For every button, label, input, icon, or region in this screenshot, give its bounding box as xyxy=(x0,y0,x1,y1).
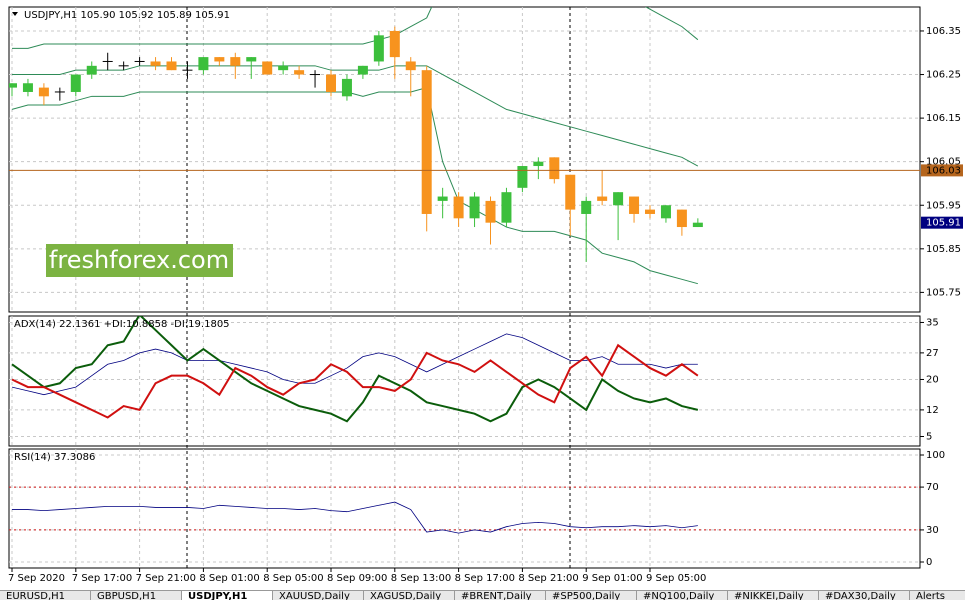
x-tick-label: 7 Sep 2020 xyxy=(8,573,65,584)
candle-body xyxy=(230,57,241,66)
x-tick-label: 8 Sep 01:00 xyxy=(199,573,259,584)
chart-title: USDJPY,H1 105.90 105.92 105.89 105.91 xyxy=(24,10,230,21)
chart-tab[interactable]: GBPUSD,H1 xyxy=(91,591,182,600)
y-tick-label: 106.05 xyxy=(926,157,961,168)
y-tick-label: 12 xyxy=(926,405,939,416)
indicator-line xyxy=(11,333,698,396)
panel-frame xyxy=(8,315,921,447)
candle-body xyxy=(198,57,209,71)
candle-body xyxy=(22,83,33,92)
candle-body xyxy=(70,74,81,92)
chart-tab[interactable]: #SP500,Daily xyxy=(546,591,637,600)
chart-tab[interactable]: Alerts xyxy=(910,591,965,600)
x-tick-label: 8 Sep 21:00 xyxy=(518,573,578,584)
chart-tab[interactable]: #NIKKEI,Daily xyxy=(728,591,819,600)
chart-tab[interactable]: #NQ100,Daily xyxy=(637,591,728,600)
y-tick-label: 0 xyxy=(926,557,932,568)
y-tick-label: 100 xyxy=(926,450,945,461)
watermark-box xyxy=(46,244,233,277)
candle-body xyxy=(373,35,384,62)
watermark: freshforex.com xyxy=(49,246,229,274)
bid-label-box xyxy=(921,216,963,229)
x-tick-label: 7 Sep 21:00 xyxy=(136,573,196,584)
menu-arrow[interactable] xyxy=(12,12,18,16)
indicator-line xyxy=(11,343,699,419)
candle-body xyxy=(341,78,352,97)
indicator-line xyxy=(12,7,699,49)
bid-label: 105.91 xyxy=(926,218,961,229)
candle-body xyxy=(485,200,496,223)
candle-body xyxy=(676,209,687,228)
y-tick-label: 106.35 xyxy=(926,26,961,37)
candle-body xyxy=(405,61,416,71)
candle-body xyxy=(501,192,512,223)
candle-body xyxy=(517,166,528,188)
candle-body xyxy=(469,196,480,219)
y-tick-label: 70 xyxy=(926,482,939,493)
indicator-line xyxy=(12,501,698,534)
price-label-box xyxy=(921,164,963,177)
indicator-line xyxy=(12,65,699,167)
indicator-title: RSI(14) 37.3086 xyxy=(14,452,95,463)
y-tick-label: 30 xyxy=(926,525,939,536)
tab-bar: EURUSD,H1 GBPUSD,H1 USDJPY,H1 XAUUSD,Daily X… xyxy=(0,590,965,600)
candle-body xyxy=(9,83,17,88)
chart-tab[interactable]: #BRENT,Daily xyxy=(455,591,546,600)
candle-body xyxy=(38,87,49,97)
chart-tab[interactable]: #DAX30,Daily xyxy=(819,591,910,600)
candle-body xyxy=(692,222,703,228)
y-tick-label: 20 xyxy=(926,374,939,385)
candle-body xyxy=(389,30,400,58)
candle-body xyxy=(150,61,161,66)
indicator-line xyxy=(11,86,698,285)
x-tick-label: 8 Sep 13:00 xyxy=(391,573,451,584)
chart-tab[interactable]: USDJPY,H1 xyxy=(182,591,273,600)
y-tick-label: 105.85 xyxy=(926,244,961,255)
candle-body xyxy=(166,61,177,71)
y-tick-label: 27 xyxy=(926,348,939,359)
x-tick-label: 9 Sep 05:00 xyxy=(646,573,706,584)
y-tick-label: 106.15 xyxy=(926,113,961,124)
candle-body xyxy=(357,65,368,75)
candle-body xyxy=(660,205,671,219)
candle-body xyxy=(581,200,592,214)
y-tick-label: 5 xyxy=(926,431,932,442)
chart-tab[interactable]: EURUSD,H1 xyxy=(0,591,91,600)
candle-body xyxy=(533,161,544,167)
candle-body xyxy=(613,192,624,206)
candle-body xyxy=(629,196,640,214)
panel-frame xyxy=(8,6,921,313)
candle-body xyxy=(597,196,608,201)
x-tick-label: 8 Sep 09:00 xyxy=(327,573,387,584)
indicator-title: ADX(14) 22.1361 +DI:10.8858 -DI:19.1805 xyxy=(14,319,230,330)
candle-body xyxy=(278,65,289,71)
candle-body xyxy=(645,209,655,214)
y-tick-label: 106.25 xyxy=(926,70,961,81)
x-tick-label: 8 Sep 05:00 xyxy=(263,573,323,584)
chart-tab[interactable]: XAUUSD,Daily xyxy=(273,591,364,600)
indicator-line xyxy=(11,316,699,423)
candle-body xyxy=(565,174,576,210)
candle-body xyxy=(86,65,97,75)
x-tick-label: 9 Sep 01:00 xyxy=(582,573,642,584)
y-tick-label: 105.95 xyxy=(926,200,961,211)
candle-body xyxy=(437,196,448,201)
candle-body xyxy=(246,57,257,62)
candle-body xyxy=(262,61,273,75)
y-tick-label: 35 xyxy=(926,317,939,328)
price-label: 106.03 xyxy=(926,165,961,176)
x-tick-label: 7 Sep 17:00 xyxy=(72,573,132,584)
chart-tab[interactable]: XAGUSD,Daily xyxy=(364,591,455,600)
candle-body xyxy=(326,74,336,92)
y-tick-label: 105.75 xyxy=(926,287,961,298)
candle-body xyxy=(294,70,305,75)
candle-body xyxy=(421,70,432,214)
x-tick-label: 8 Sep 17:00 xyxy=(455,573,515,584)
candle-body xyxy=(549,157,560,180)
candle-body xyxy=(453,196,464,219)
panel-frame xyxy=(8,448,921,569)
candle-body xyxy=(214,57,225,62)
